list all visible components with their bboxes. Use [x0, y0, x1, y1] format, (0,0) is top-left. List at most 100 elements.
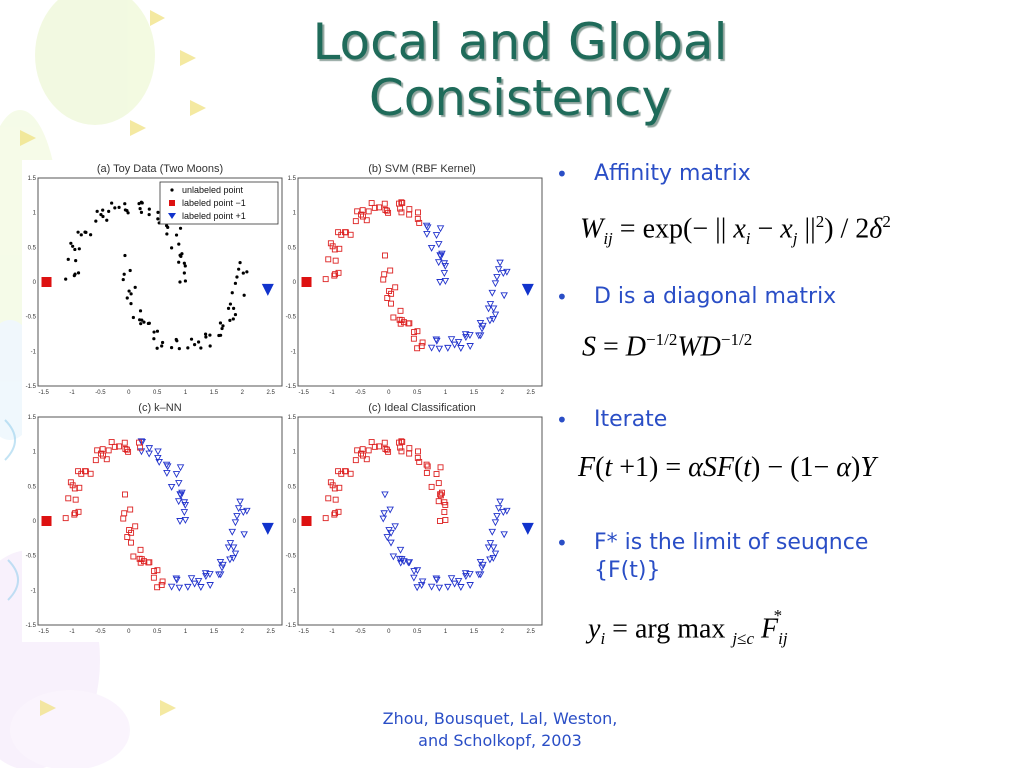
equation-normalized: S = D−1/2WD−1/2	[582, 330, 753, 363]
class-pos-point	[435, 241, 443, 249]
class-neg-point	[415, 209, 421, 216]
class-pos-point	[226, 556, 234, 564]
y-tick-label: 1	[33, 211, 37, 217]
x-tick-label: -1	[329, 629, 335, 635]
labeled-pos-point	[521, 283, 534, 296]
class-pos-point	[466, 571, 474, 579]
class-pos-point	[226, 540, 235, 547]
y-tick-label: -1	[31, 588, 37, 594]
citation: Zhou, Bousquet, Lal, Weston, and Scholko…	[330, 708, 670, 752]
labeled-neg-point	[301, 516, 312, 526]
class-neg-point	[327, 479, 334, 486]
class-neg-point	[342, 229, 349, 236]
class-neg-point	[121, 439, 128, 446]
class-neg-point	[336, 245, 343, 252]
class-pos-point	[489, 544, 498, 552]
unlabeled-point	[217, 333, 221, 338]
class-pos-point	[486, 301, 495, 308]
unlabeled-point	[138, 309, 143, 313]
unlabeled-point	[74, 259, 78, 263]
class-neg-point	[137, 559, 144, 566]
class-neg-point	[122, 491, 128, 498]
class-neg-point	[399, 199, 406, 206]
class-neg-point	[322, 276, 329, 283]
y-tick-label: 1.5	[288, 176, 297, 182]
x-tick-label: 0	[387, 629, 391, 635]
class-neg-point	[82, 468, 89, 475]
class-pos-point	[444, 583, 452, 591]
y-tick-label: -1	[291, 588, 297, 594]
class-pos-point	[400, 558, 408, 566]
unlabeled-point	[139, 322, 143, 326]
x-tick-label: -1.5	[39, 390, 50, 396]
class-neg-point	[65, 495, 72, 502]
x-tick-label: 2	[241, 390, 245, 396]
class-neg-point	[399, 438, 406, 445]
class-neg-point	[382, 206, 389, 213]
unlabeled-point	[95, 209, 99, 213]
unlabeled-point	[110, 201, 114, 205]
y-tick-label: -0.5	[286, 554, 297, 560]
class-pos-point	[494, 266, 503, 274]
class-neg-point	[435, 498, 442, 505]
class-pos-point	[462, 334, 470, 341]
class-neg-point	[100, 452, 106, 459]
class-pos-point	[229, 554, 238, 562]
class-neg-point	[335, 229, 342, 236]
class-pos-point	[379, 515, 387, 523]
class-pos-point	[190, 580, 199, 588]
class-pos-point	[206, 571, 214, 579]
class-pos-point	[435, 345, 444, 353]
unlabeled-point	[69, 241, 73, 245]
class-pos-point	[215, 571, 223, 579]
class-neg-point	[120, 515, 127, 522]
x-tick-label: -1.5	[299, 390, 310, 396]
class-neg-point	[137, 546, 144, 553]
unlabeled-point	[220, 326, 224, 331]
class-pos-point	[180, 499, 189, 507]
class-pos-point	[381, 491, 389, 499]
class-neg-point	[127, 506, 134, 513]
class-pos-point	[413, 584, 421, 592]
class-pos-point	[484, 305, 493, 313]
unlabeled-point	[142, 320, 146, 324]
unlabeled-point	[177, 260, 181, 264]
citation-line-2: and Scholkopf, 2003	[418, 731, 582, 750]
unlabeled-point	[199, 346, 203, 350]
labeled-pos-point	[261, 522, 274, 535]
x-tick-label: -1.5	[39, 629, 50, 635]
unlabeled-point	[156, 217, 160, 221]
class-pos-point	[155, 458, 163, 466]
class-neg-point	[371, 204, 378, 211]
x-tick-label: 2.5	[526, 390, 535, 396]
bullet-dot: •	[556, 285, 568, 309]
class-neg-point	[368, 439, 375, 446]
y-tick-label: 0	[33, 280, 37, 286]
class-neg-point	[415, 448, 421, 455]
class-neg-point	[331, 485, 338, 492]
class-neg-point	[130, 553, 137, 560]
class-pos-point	[486, 556, 494, 564]
figure-svg: (a) Toy Data (Two Moons) (b) SVM (RBF Ke…	[26, 163, 543, 635]
class-neg-point	[396, 439, 403, 446]
class-pos-point	[491, 519, 500, 527]
title-line-2: Consistency	[368, 69, 672, 127]
panel-b-frame	[297, 177, 543, 387]
class-neg-point	[423, 469, 430, 476]
unlabeled-point	[182, 261, 186, 265]
class-pos-point	[174, 498, 183, 506]
class-neg-point	[406, 445, 413, 452]
class-pos-point	[201, 570, 210, 578]
class-neg-point	[380, 276, 387, 283]
class-pos-point	[187, 575, 196, 583]
x-tick-label: 2.5	[266, 390, 275, 396]
class-pos-point	[461, 570, 470, 578]
class-neg-point	[392, 284, 399, 291]
class-neg-point	[397, 307, 404, 314]
x-tick-label: 0	[127, 390, 131, 396]
class-neg-point	[424, 463, 431, 470]
class-pos-point	[486, 540, 495, 547]
unlabeled-point	[71, 244, 75, 248]
labeled-neg-point	[41, 277, 52, 287]
class-pos-point	[475, 332, 483, 340]
